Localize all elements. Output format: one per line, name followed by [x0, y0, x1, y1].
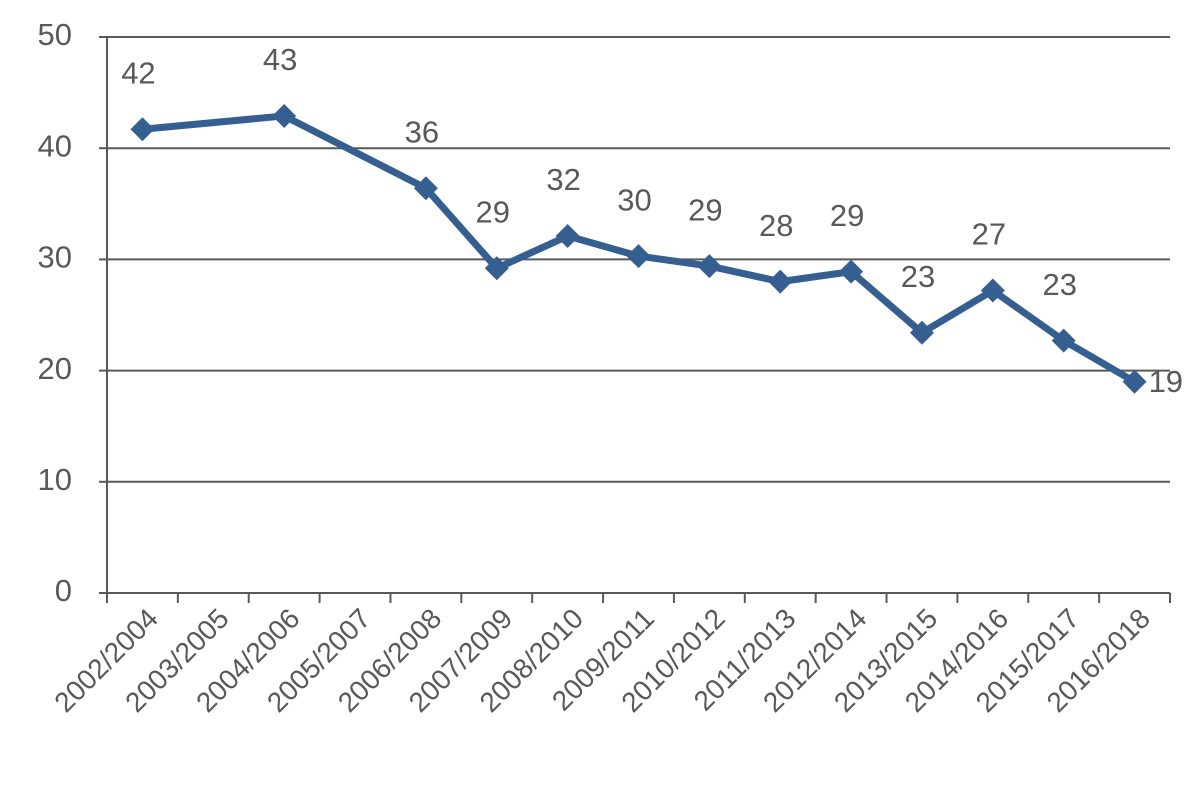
y-tick-label: 40 [38, 128, 72, 163]
data-label: 23 [1042, 267, 1076, 302]
y-tick-label: 10 [38, 462, 72, 497]
data-point [626, 244, 651, 269]
data-label: 29 [830, 198, 864, 233]
data-label: 23 [901, 259, 935, 294]
data-point [1051, 328, 1076, 353]
data-point [768, 269, 793, 294]
data-point [555, 224, 580, 249]
data-label: 28 [759, 208, 793, 243]
data-point [130, 117, 155, 142]
data-point [909, 320, 934, 345]
data-point [413, 176, 438, 201]
data-point [1122, 369, 1147, 394]
data-label: 29 [476, 194, 510, 229]
data-point [839, 259, 864, 284]
y-tick-label: 20 [38, 351, 72, 386]
data-label: 32 [546, 162, 580, 197]
data-point [980, 278, 1005, 303]
data-label: 19 [1149, 364, 1183, 399]
data-label: 29 [688, 192, 722, 227]
data-point [272, 103, 297, 128]
data-label: 30 [617, 182, 651, 217]
data-point [697, 254, 722, 279]
data-label: 42 [121, 55, 155, 90]
y-tick-label: 0 [55, 573, 72, 608]
data-label: 36 [405, 114, 439, 149]
data-point [484, 256, 509, 281]
y-tick-label: 30 [38, 240, 72, 275]
y-tick-label: 50 [38, 17, 72, 52]
data-label: 43 [263, 42, 297, 77]
data-label: 27 [972, 217, 1006, 252]
